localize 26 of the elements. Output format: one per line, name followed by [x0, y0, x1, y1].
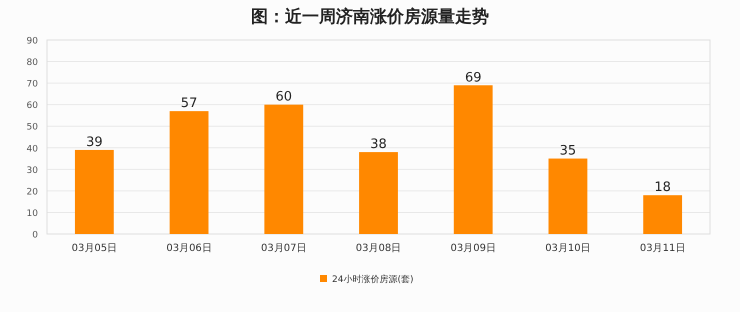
y-tick-label: 80 [26, 58, 38, 68]
data-label: 18 [654, 180, 671, 196]
x-tick-label: 03月09日 [450, 243, 496, 254]
legend-label: 24小时涨价房源(套) [332, 274, 414, 285]
x-tick-label: 03月07日 [261, 243, 307, 254]
y-tick-label: 20 [26, 187, 38, 198]
data-label: 69 [464, 70, 482, 86]
y-tick-label: 60 [26, 101, 38, 112]
x-tick-label: 03月08日 [356, 243, 402, 254]
y-tick-label: 70 [26, 80, 38, 90]
y-tick-label: 90 [26, 36, 38, 46]
y-tick-label: 10 [26, 208, 38, 219]
y-tick-label: 40 [26, 144, 38, 154]
data-label: 60 [276, 90, 292, 105]
data-label: 38 [370, 137, 387, 152]
x-tick-label: 03月11日 [640, 243, 686, 254]
y-tick-label: 30 [26, 166, 38, 176]
x-tick-label: 03月06日 [166, 243, 212, 254]
data-label: 39 [86, 134, 103, 150]
y-tick-label: 50 [26, 122, 38, 133]
y-tick-label: 0 [32, 230, 38, 240]
title: 图：近一周济南涨价房源量走势 [251, 7, 489, 27]
x-tick-label: 03月10日 [545, 243, 591, 254]
data-label: 35 [560, 144, 576, 159]
data-label: 57 [180, 96, 198, 112]
x-tick-label: 03月05日 [72, 243, 118, 254]
